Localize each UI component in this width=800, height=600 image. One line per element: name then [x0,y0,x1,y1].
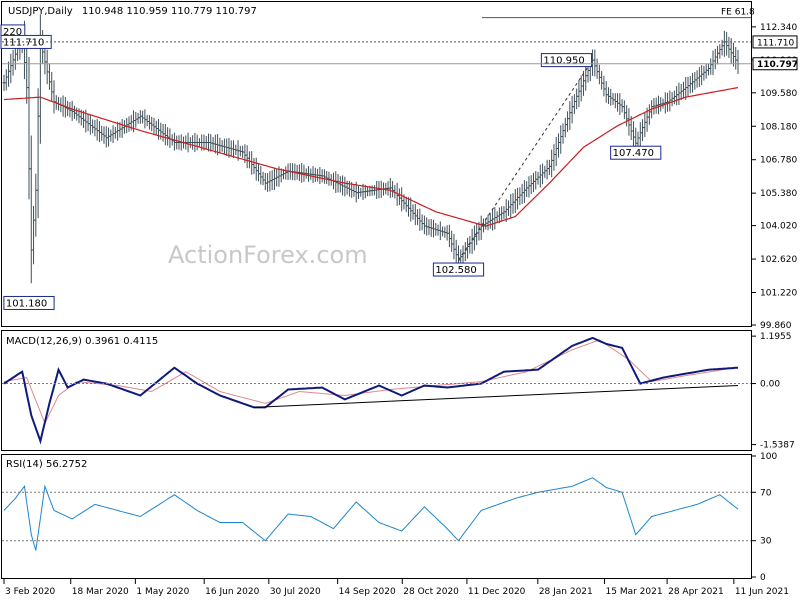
annotation-label: 110.950 [543,56,584,67]
macd-trendline [253,385,739,408]
annotation-box [432,262,485,277]
level-tag-label: 111.710 [757,38,794,48]
x-tick-label: 1 May 2020 [136,587,189,597]
x-tick-label: 11 Dec 2020 [468,587,526,597]
annotation-label: 102.580 [435,265,476,276]
price-tick-label: 101.220 [760,289,797,299]
moving-average-line [3,87,739,227]
x-tick-label: 30 Jul 2020 [270,587,321,597]
macd-tick-label: 1.1955 [760,332,792,342]
price-tick-label: 105.380 [760,189,797,199]
price-tick-label: 104.020 [760,222,797,232]
price-panel [1,1,752,327]
x-tick-label: 28 Oct 2020 [403,587,459,597]
macd-panel [1,330,752,451]
rsi-tick-label: 100 [760,452,777,462]
current-price-tag [752,57,798,71]
rsi-title: RSI(14) 56.2752 [6,459,87,470]
fe-label: FE 61.8 [721,8,755,18]
macd-line [3,336,739,445]
rsi-tick-label: 30 [760,537,772,547]
price-tick-label: 108.180 [760,122,797,132]
x-tick-label: 14 Sep 2020 [339,587,396,597]
x-tick-label: 16 Jun 2020 [205,587,259,597]
watermark: ActionForex.com [168,241,368,269]
annotation-label: 107.470 [613,148,654,159]
axes: FE 61.8112.340110.960109.580108.180106.7… [2,8,798,597]
price-tick-label: 102.620 [760,255,797,265]
level-tag [752,35,798,49]
current-price-label: 110.797 [757,60,798,70]
annotation-label: 220 [3,27,22,38]
x-tick-label: 15 Mar 2021 [606,587,663,597]
macd-signal-line [3,339,739,425]
projection-line [458,59,593,261]
rsi-panel [1,454,752,579]
annotation-box [610,145,662,160]
annotation-label: 101.180 [6,298,47,309]
x-tick-label: 28 Apr 2021 [668,587,724,597]
rsi-tick-label: 0 [760,573,766,583]
x-tick-label: 28 Jan 2021 [539,587,593,597]
price-title: USDJPY,Daily 110.948 110.959 110.779 110… [8,6,257,17]
price-bars [2,14,740,284]
x-tick-label: 3 Feb 2020 [5,587,56,597]
annotation-box [3,295,55,310]
macd-tick-label: 0.00 [760,380,780,390]
price-tick-label: 99.860 [760,321,792,331]
price-tick-label: 106.780 [760,156,797,166]
rsi-tick-label: 70 [760,488,772,498]
x-tick-label: 18 Mar 2020 [72,587,129,597]
price-tick-label: 109.580 [760,89,797,99]
annotation-label: 111.710 [3,37,44,48]
price-tick-label: 112.340 [760,23,797,33]
macd-title: MACD(12,26,9) 0.3961 0.4115 [6,336,158,347]
macd-tick-label: -1.5387 [760,441,795,451]
x-tick-label: 11 Jun 2021 [735,587,789,597]
indicator-lines [3,59,739,551]
rsi-line [3,477,739,551]
